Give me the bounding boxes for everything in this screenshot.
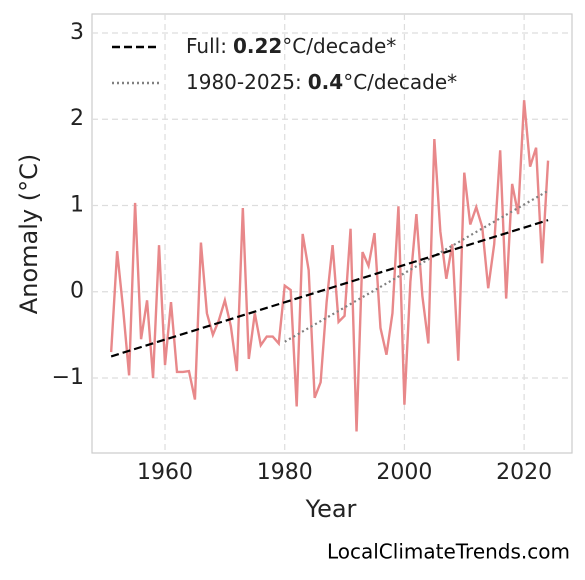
x-tick-label: 1980 (257, 460, 313, 485)
y-tick-label: −1 (52, 365, 84, 390)
legend-label-part: 0.4 (308, 70, 343, 94)
trend-line (110, 219, 549, 358)
y-tick-label: 0 (70, 279, 84, 304)
source-note: LocalClimateTrends.com (327, 540, 570, 564)
plot-frame (91, 13, 573, 454)
x-tick-label: 1960 (137, 460, 193, 485)
legend-label-part: Full: (186, 34, 227, 58)
legend-label-part: 1980-2025: (186, 70, 302, 94)
trend-line (284, 189, 549, 343)
legend-label-part: °C/decade* (282, 34, 396, 58)
legend-label-part: °C/decade* (343, 70, 457, 94)
legend-label: Full: 0.22°C/decade* (186, 34, 396, 58)
legend-label-part: 0.22 (233, 34, 282, 58)
x-axis-label: Year (305, 495, 357, 523)
legend-label: 1980-2025: 0.4°C/decade* (186, 70, 457, 94)
x-tick-label: 2000 (376, 460, 432, 485)
anomaly-line (109, 100, 550, 432)
y-tick-label: 3 (70, 20, 84, 45)
x-tick-label: 2020 (496, 460, 552, 485)
y-axis-label: Anomaly (°C) (15, 154, 43, 314)
y-tick-label: 1 (70, 192, 84, 217)
y-tick-label: 2 (70, 106, 84, 131)
